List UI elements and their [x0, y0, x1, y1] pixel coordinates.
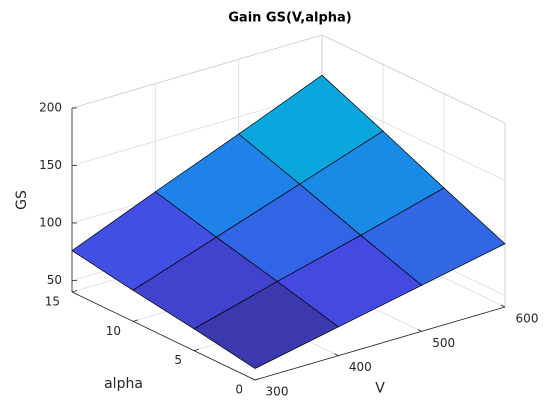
y-tick — [254, 378, 261, 381]
x-tick — [500, 304, 506, 308]
z-tick-label: 150 — [39, 158, 62, 172]
x-tick-label: 500 — [432, 336, 455, 350]
y-tick-label: 15 — [45, 295, 60, 309]
y-axis-label: alpha — [104, 376, 143, 392]
x-tick-label: 600 — [516, 312, 539, 326]
x-axis — [254, 306, 506, 381]
z-tick-label: 200 — [39, 101, 62, 115]
surface — [71, 74, 506, 369]
y-tick-label: 0 — [235, 383, 243, 397]
chart-title: Gain GS(V,alpha) — [228, 11, 351, 26]
x-tick-label: 300 — [266, 385, 289, 399]
z-tick-label: 50 — [47, 273, 62, 287]
y-axis — [71, 291, 256, 381]
surface-face — [193, 281, 339, 369]
x-axis-label: V — [375, 381, 385, 397]
z-tick-label: 100 — [39, 216, 62, 230]
x-tick — [334, 353, 339, 357]
z-axis-label: GS — [14, 190, 30, 210]
x-tick — [417, 328, 422, 332]
box-edge — [321, 34, 506, 124]
y-tick — [132, 319, 139, 322]
y-tick — [193, 348, 200, 352]
y-tick — [71, 290, 78, 293]
y-tick-label: 10 — [106, 324, 121, 338]
x-tick-label: 400 — [349, 360, 372, 374]
x-tick — [250, 377, 256, 381]
y-tick-label: 5 — [174, 353, 182, 367]
box-edge — [71, 34, 323, 109]
